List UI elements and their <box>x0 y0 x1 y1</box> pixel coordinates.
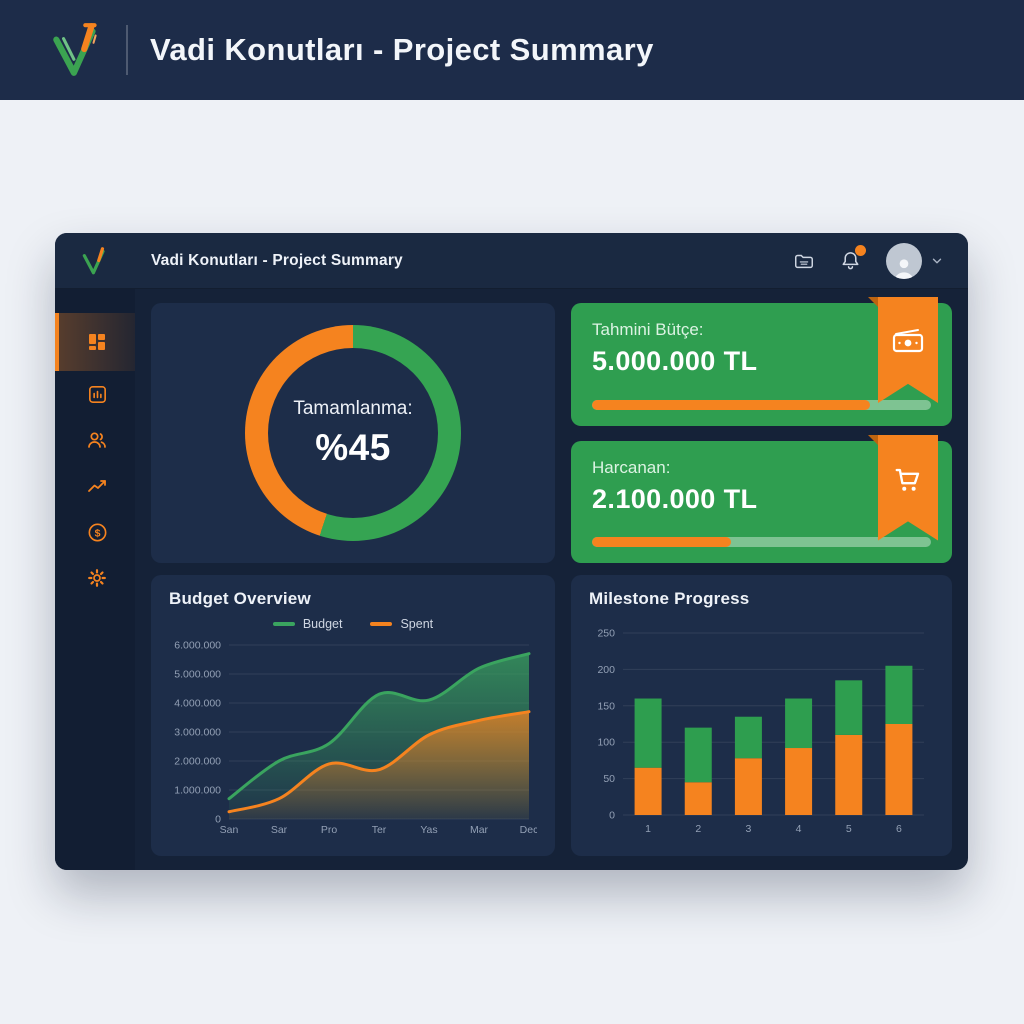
banner-divider <box>126 25 128 75</box>
svg-text:150: 150 <box>597 700 615 712</box>
budget-legend-label: Budget <box>302 617 343 631</box>
spent-legend-label: Spent <box>400 617 434 631</box>
header-actions <box>793 242 944 279</box>
donut-center: Tamamlanma: %45 <box>268 348 438 518</box>
legend-item-budget: Budget <box>272 617 343 631</box>
svg-text:6: 6 <box>896 823 902 835</box>
sidebar-item-finance[interactable]: $ <box>55 509 135 555</box>
chevron-down-icon <box>932 258 942 263</box>
cart-icon <box>895 468 920 491</box>
sidebar: $ <box>55 289 135 870</box>
spent-stat-value: 2.100.000 TL <box>592 483 758 514</box>
dashboard-content: Tamamlanma: %45 Tahmini Bütçe: 5.000.000… <box>135 289 968 870</box>
budget-progress-fill <box>592 399 870 410</box>
svg-text:San: San <box>220 824 239 836</box>
ribbon-fold <box>868 434 878 445</box>
svg-text:0: 0 <box>215 814 221 826</box>
completion-donut-chart: Tamamlanma: %45 <box>245 325 461 541</box>
milestone-bar-chart: 0 50 100 150 200 250 1 2 3 4 5 6 <box>597 628 924 835</box>
svg-text:2.000.000: 2.000.000 <box>174 756 221 768</box>
stats-column: Tahmini Bütçe: 5.000.000 TL <box>571 297 952 563</box>
svg-text:0: 0 <box>609 810 615 822</box>
spent-progress-fill <box>592 537 731 547</box>
banknote-icon <box>892 329 924 353</box>
svg-text:4.000.000: 4.000.000 <box>174 698 221 710</box>
dashboard-grid-icon <box>89 334 105 350</box>
svg-text:1: 1 <box>645 823 651 835</box>
window-logo-icon <box>82 246 105 274</box>
budget-chart-legend: Budget Spent <box>169 617 537 631</box>
completion-value: %45 <box>315 426 391 468</box>
svg-text:3.000.000: 3.000.000 <box>174 727 221 739</box>
app-logo-icon <box>53 23 97 76</box>
svg-text:6.000.000: 6.000.000 <box>174 640 221 652</box>
spent-stat-label: Harcanan: <box>592 457 671 477</box>
window-title: Vadi Konutları - Project Summary <box>151 251 403 269</box>
budget-stat-label: Tahmini Bütçe: <box>592 320 704 339</box>
svg-text:1.000.000: 1.000.000 <box>174 785 221 797</box>
budget-overview-panel: Budget Overview Budget Spent 0 1.000.000 2… <box>151 575 555 856</box>
sidebar-item-dashboard[interactable] <box>55 313 135 371</box>
notifications-button[interactable] <box>839 245 866 272</box>
dollar-circle-icon: $ <box>88 523 106 541</box>
banner-title: Vadi Konutları - Project Summary <box>150 32 654 67</box>
completion-label: Tamamlanma: <box>293 397 413 419</box>
svg-text:4: 4 <box>796 823 802 835</box>
budget-overview-title: Budget Overview <box>169 589 311 608</box>
users-icon <box>88 432 106 448</box>
trend-line-icon <box>88 480 106 492</box>
svg-text:Pro: Pro <box>321 824 338 836</box>
svg-text:Mar: Mar <box>470 824 489 836</box>
window-body: $ Tamam <box>55 289 968 870</box>
spent-stat-card: Harcanan: 2.100.000 TL <box>571 434 952 563</box>
sidebar-item-settings[interactable] <box>55 555 135 601</box>
budget-stat-card: Tahmini Bütçe: 5.000.000 TL <box>571 297 952 426</box>
budget-stat-value: 5.000.000 TL <box>592 346 758 376</box>
svg-text:3: 3 <box>745 823 751 835</box>
user-menu[interactable] <box>886 242 944 279</box>
milestone-title: Milestone Progress <box>589 589 750 608</box>
milestone-panel: Milestone Progress 0 50 100 150 200 250 1 2 3 4 5 6 <box>571 575 952 856</box>
svg-text:$: $ <box>94 527 100 539</box>
sidebar-item-reports[interactable] <box>55 371 135 417</box>
person-icon <box>895 258 913 279</box>
budget-legend-swatch <box>272 622 295 626</box>
spent-ribbon <box>878 434 938 541</box>
gear-icon <box>88 569 106 587</box>
sidebar-item-users[interactable] <box>55 417 135 463</box>
budget-ribbon <box>878 297 938 403</box>
svg-text:2: 2 <box>695 823 701 835</box>
svg-text:50: 50 <box>603 773 615 785</box>
spent-legend-swatch <box>370 622 393 626</box>
sidebar-item-analytics[interactable] <box>55 463 135 509</box>
spent-progress-track <box>592 537 931 547</box>
svg-text:Sar: Sar <box>271 824 288 836</box>
svg-text:Dec: Dec <box>520 824 537 836</box>
svg-text:200: 200 <box>597 664 615 676</box>
svg-text:Yas: Yas <box>420 824 437 836</box>
svg-text:5: 5 <box>846 823 852 835</box>
folder-icon <box>795 254 813 268</box>
top-banner: Vadi Konutları - Project Summary <box>0 0 1024 100</box>
svg-text:250: 250 <box>597 628 615 640</box>
svg-text:Ter: Ter <box>372 824 387 836</box>
budget-progress-track <box>592 399 931 410</box>
bell-icon <box>842 252 859 270</box>
chart-square-icon <box>88 385 106 403</box>
ribbon-fold <box>868 297 878 307</box>
completion-panel: Tamamlanma: %45 <box>151 303 555 563</box>
legend-item-spent: Spent <box>370 617 433 631</box>
notification-dot <box>855 245 866 256</box>
avatar <box>886 242 922 279</box>
window-header: Vadi Konutları - Project Summary <box>55 233 968 289</box>
dashboard-window: Vadi Konutları - Project Summary <box>55 233 968 870</box>
folder-button[interactable] <box>793 250 815 272</box>
svg-text:5.000.000: 5.000.000 <box>174 669 221 681</box>
svg-text:100: 100 <box>597 737 615 749</box>
budget-area-chart: 0 1.000.000 2.000.000 3.000.000 4.000.000 5.0… <box>174 640 537 837</box>
